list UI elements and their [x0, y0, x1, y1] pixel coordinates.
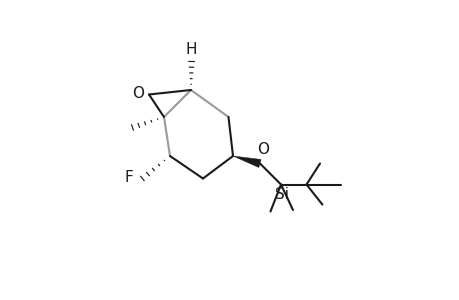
Text: O: O: [257, 142, 269, 157]
Text: Si: Si: [274, 187, 288, 202]
Text: F: F: [124, 170, 133, 185]
Text: H: H: [185, 42, 197, 57]
Polygon shape: [233, 156, 261, 167]
Text: O: O: [132, 86, 144, 101]
